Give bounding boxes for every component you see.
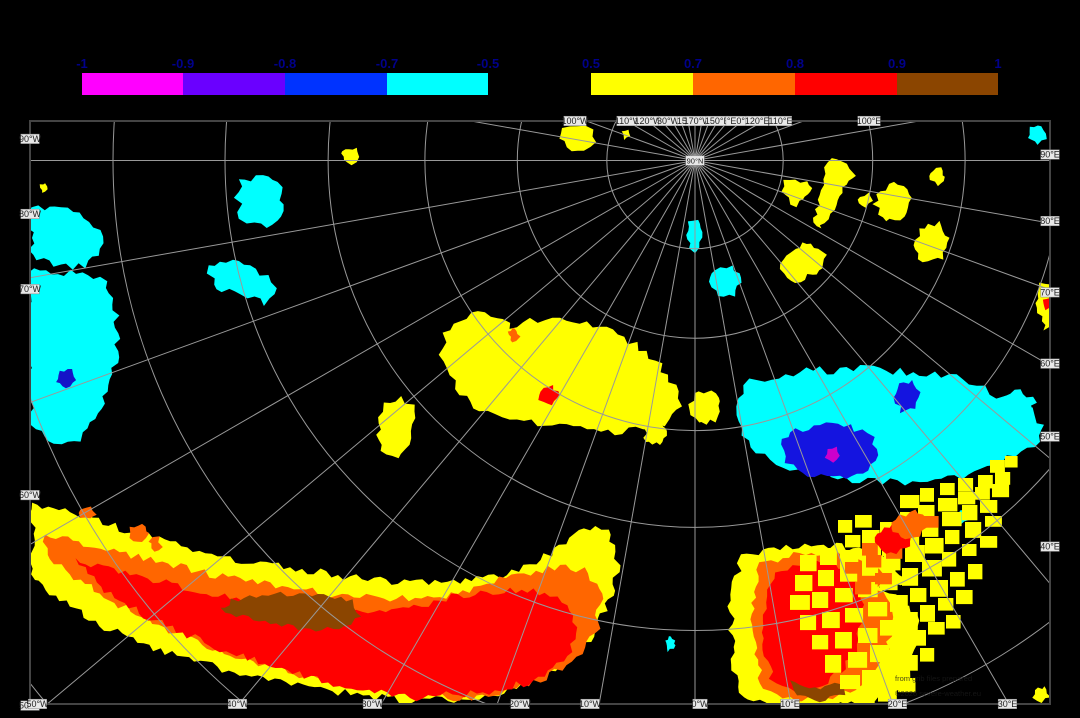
svg-text:0.7: 0.7 <box>684 56 702 71</box>
svg-text:40°E: 40°E <box>1040 542 1060 552</box>
svg-text:-0.7: -0.7 <box>376 56 398 71</box>
svg-text:0.9: 0.9 <box>888 56 906 71</box>
svg-text:70°W: 70°W <box>19 284 42 294</box>
svg-text:0.5: 0.5 <box>582 56 600 71</box>
svg-text:-0.9: -0.9 <box>172 56 194 71</box>
svg-text:-0.8: -0.8 <box>274 56 296 71</box>
svg-text:-1: -1 <box>76 56 88 71</box>
svg-text:90°E: 90°E <box>1040 150 1060 160</box>
svg-text:1: 1 <box>994 56 1001 71</box>
svg-text:120°E: 120°E <box>745 116 770 126</box>
svg-text:60°E: 60°E <box>1040 359 1060 369</box>
svg-text:100°W: 100°W <box>561 116 589 126</box>
svg-text:100°E: 100°E <box>857 116 882 126</box>
svg-text:©2026 severe-weather.eu: ©2026 severe-weather.eu <box>895 689 981 698</box>
svg-text:60°W: 60°W <box>19 490 42 500</box>
svg-text:50°E: 50°E <box>1040 432 1060 442</box>
svg-text:0.8: 0.8 <box>786 56 804 71</box>
svg-text:0°W: 0°W <box>691 699 709 709</box>
svg-text:from grib files prepared: from grib files prepared <box>895 674 972 683</box>
svg-text:70°E: 70°E <box>1040 287 1060 297</box>
svg-text:30°W: 30°W <box>361 699 384 709</box>
svg-text:10°E: 10°E <box>780 699 800 709</box>
svg-text:30°E: 30°E <box>998 699 1018 709</box>
svg-text:-0.5: -0.5 <box>477 56 499 71</box>
svg-text:20°E: 20°E <box>888 699 908 709</box>
svg-text:90°N: 90°N <box>687 157 704 166</box>
svg-text:20°W: 20°W <box>509 699 532 709</box>
svg-text:80°W: 80°W <box>19 209 42 219</box>
svg-text:10°W: 10°W <box>579 699 602 709</box>
svg-text:40°W: 40°W <box>226 699 249 709</box>
svg-text:50°W: 50°W <box>26 699 49 709</box>
svg-text:110°E: 110°E <box>769 116 793 126</box>
svg-text:90°W: 90°W <box>19 134 42 144</box>
svg-text:80°E: 80°E <box>1040 216 1060 226</box>
